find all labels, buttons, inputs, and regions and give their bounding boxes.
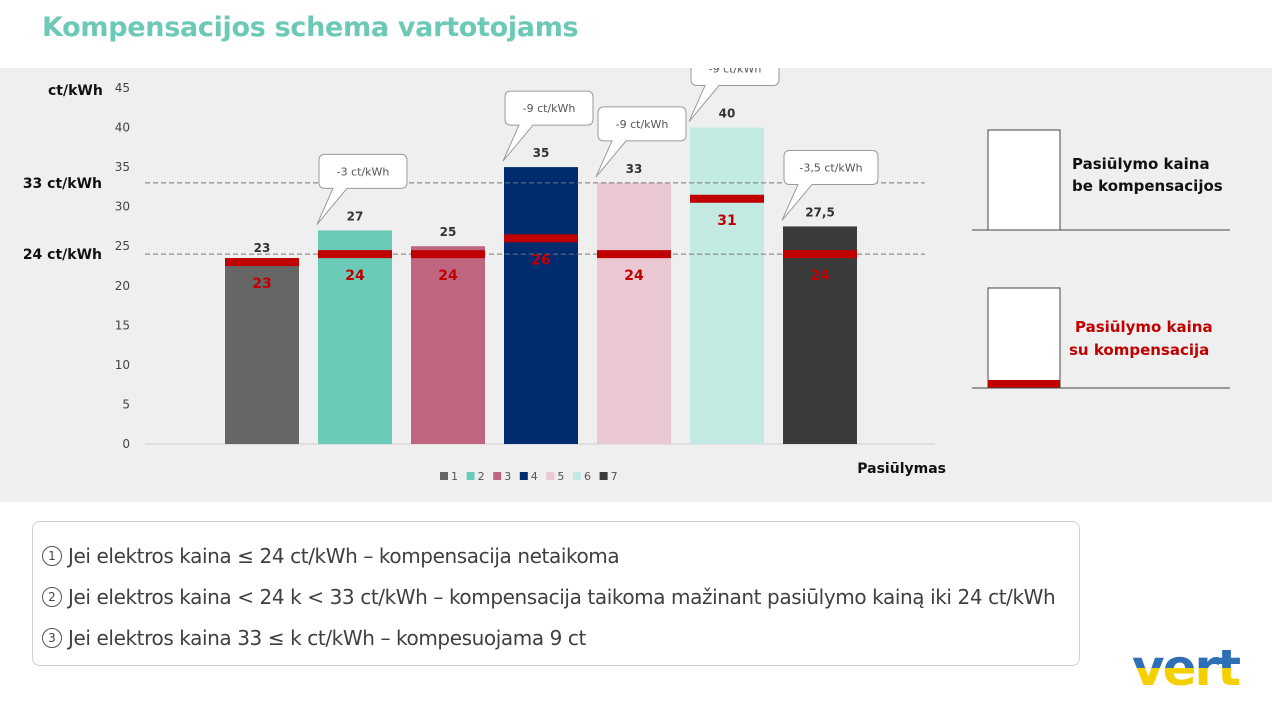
compensated-price-marker bbox=[690, 194, 764, 203]
y-tick-label: 45 bbox=[115, 81, 130, 95]
callout-bubble bbox=[502, 90, 594, 162]
rule-1: 1 Jei elektros kaina ≤ 24 ct/kWh – kompen… bbox=[42, 538, 1079, 579]
compensated-price-marker bbox=[411, 250, 485, 259]
bar-value-label: 23 bbox=[254, 241, 271, 255]
rule-3: 3 Jei elektros kaina 33 ≤ k ct/kWh – komp… bbox=[42, 620, 1079, 661]
legend-label: 7 bbox=[611, 470, 618, 483]
legend-swatch bbox=[519, 472, 528, 480]
legend-swatch bbox=[466, 472, 475, 480]
reference-line-label: 33 ct/kWh bbox=[23, 176, 102, 192]
bar bbox=[318, 230, 392, 444]
y-tick-label: 30 bbox=[115, 200, 130, 214]
compensated-price-marker bbox=[225, 258, 299, 267]
bar bbox=[225, 262, 299, 444]
key-label-without-compensation: Pasiūlymo kaina bbox=[1072, 155, 1210, 173]
legend-label: 6 bbox=[584, 470, 591, 483]
legend-swatch bbox=[599, 472, 608, 480]
legend-label: 1 bbox=[451, 470, 458, 483]
y-axis-title: ct/kWh bbox=[48, 83, 103, 99]
vert-logo: vert bbox=[1132, 645, 1242, 693]
legend-swatch bbox=[493, 472, 502, 480]
legend-swatch bbox=[440, 472, 448, 480]
bar bbox=[597, 182, 671, 444]
callout-text: -3,5 ct/kWh bbox=[799, 161, 862, 174]
x-axis-title: Pasiūlymas bbox=[857, 461, 946, 477]
y-tick-label: 0 bbox=[122, 437, 130, 451]
bar-value-label: 27,5 bbox=[805, 205, 835, 219]
callout-bubble bbox=[781, 149, 879, 221]
compensated-price-marker bbox=[318, 250, 392, 259]
bar bbox=[783, 226, 857, 444]
key-label-with-compensation: Pasiūlymo kaina bbox=[1075, 318, 1213, 336]
bar bbox=[411, 246, 485, 444]
rules-box: 1 Jei elektros kaina ≤ 24 ct/kWh – kompen… bbox=[32, 521, 1080, 666]
y-tick-label: 15 bbox=[115, 318, 130, 332]
rule-number: 1 bbox=[42, 546, 62, 566]
y-tick-label: 20 bbox=[115, 279, 130, 293]
key-compensated-marker bbox=[988, 380, 1060, 388]
compensated-price-label: 31 bbox=[717, 213, 736, 229]
page-title: Kompensacijos schema vartotojams bbox=[42, 12, 579, 43]
key-bar-without-compensation bbox=[987, 129, 1061, 231]
callout-text: -9 ct/kWh bbox=[523, 102, 576, 115]
bar-value-label: 25 bbox=[440, 225, 457, 239]
rule-number: 3 bbox=[42, 628, 62, 648]
reference-line-label: 24 ct/kWh bbox=[23, 247, 102, 263]
rule-text: Jei elektros kaina ≤ 24 ct/kWh – kompens… bbox=[68, 544, 620, 568]
y-tick-label: 35 bbox=[115, 160, 130, 174]
callout-text: -3 ct/kWh bbox=[337, 165, 390, 178]
compensated-price-label: 24 bbox=[345, 268, 365, 284]
bar-value-label: 35 bbox=[533, 146, 550, 160]
compensated-price-label: 23 bbox=[252, 276, 271, 292]
callout-bubble bbox=[316, 153, 408, 225]
rule-text: Jei elektros kaina 33 ≤ k ct/kWh – kompe… bbox=[68, 626, 586, 650]
bar-value-label: 27 bbox=[347, 209, 364, 223]
compensated-price-label: 24 bbox=[438, 268, 458, 284]
legend-label: 5 bbox=[557, 470, 564, 483]
callout-text: -9 ct/kWh bbox=[709, 68, 762, 76]
y-tick-label: 5 bbox=[122, 397, 130, 411]
rule-number: 2 bbox=[42, 587, 62, 607]
legend-swatch bbox=[573, 472, 581, 480]
compensated-price-label: 26 bbox=[531, 252, 550, 268]
callout-bubble bbox=[595, 106, 687, 178]
bar bbox=[690, 127, 764, 445]
bar bbox=[504, 167, 578, 444]
y-tick-label: 25 bbox=[115, 239, 130, 253]
key-label-with-compensation: su kompensacija bbox=[1069, 341, 1209, 359]
key-bar-with-compensation bbox=[987, 287, 1061, 389]
y-tick-label: 40 bbox=[115, 121, 130, 135]
compensated-price-marker bbox=[504, 234, 578, 243]
rule-2: 2 Jei elektros kaina < 24 k < 33 ct/kWh –… bbox=[42, 579, 1079, 620]
legend-label: 3 bbox=[504, 470, 511, 483]
y-tick-label: 10 bbox=[115, 358, 130, 372]
legend-swatch bbox=[546, 472, 555, 480]
compensated-price-label: 24 bbox=[624, 268, 644, 284]
key-label-without-compensation: be kompensacijos bbox=[1072, 177, 1223, 195]
legend-label: 4 bbox=[531, 470, 538, 483]
svg-text:vert: vert bbox=[1132, 645, 1240, 693]
callout-bubble bbox=[688, 68, 780, 122]
compensated-price-marker bbox=[597, 250, 671, 259]
legend-label: 2 bbox=[478, 470, 485, 483]
bar-value-label: 33 bbox=[626, 162, 643, 176]
callout-text: -9 ct/kWh bbox=[616, 118, 669, 131]
rule-text: Jei elektros kaina < 24 k < 33 ct/kWh – … bbox=[68, 585, 1056, 609]
compensated-price-label: 24 bbox=[810, 268, 830, 284]
bar-value-label: 40 bbox=[719, 107, 736, 121]
compensated-price-marker bbox=[783, 250, 857, 259]
chart-panel: 0 5 10 15 20 25 30 35 40 45 ct/kWh Pasiūlymas 33 ct/… bbox=[0, 68, 1272, 502]
